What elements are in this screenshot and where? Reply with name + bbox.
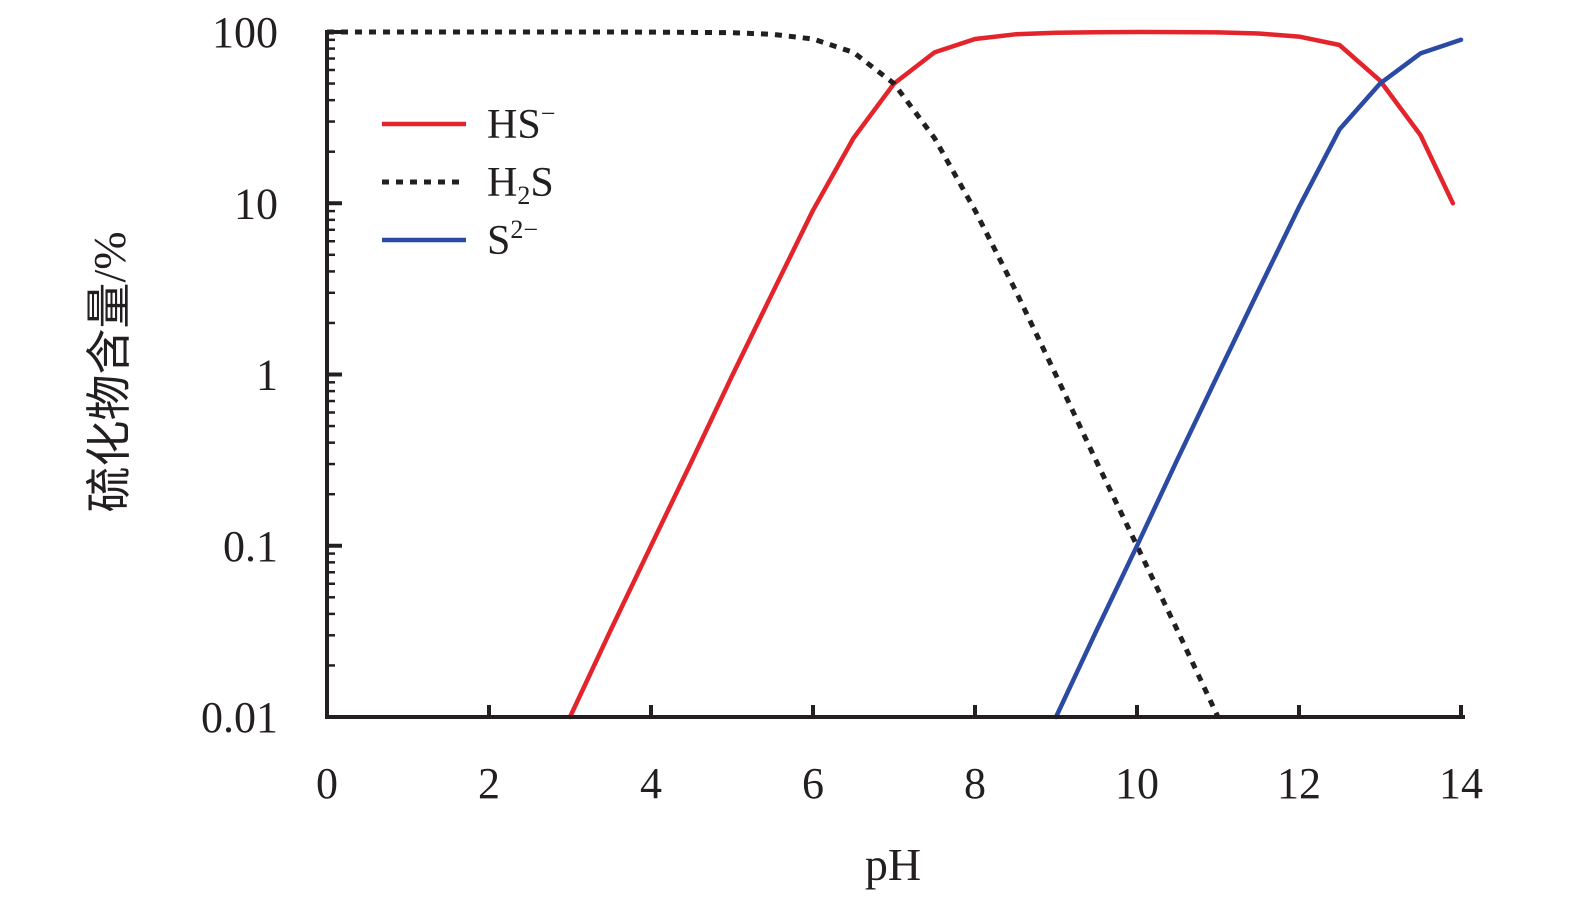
y-tick-label: 10: [234, 179, 278, 228]
x-tick-label: 4: [640, 759, 662, 808]
legend-label-superscript: −: [541, 99, 556, 128]
y-axis-ticks: 0.01 0.1 1 10 100: [201, 8, 342, 742]
legend-label-1: H2S: [487, 160, 554, 210]
y-axis-title: 硫化物含量/%: [84, 231, 135, 512]
y-tick-label: 0.1: [223, 522, 278, 571]
x-axis-title: pH: [865, 839, 921, 890]
series-line-0: [567, 29, 1456, 720]
x-tick-label: 12: [1277, 759, 1321, 808]
legend-label-subscript: 2: [517, 181, 530, 210]
legend-label-name: H: [487, 160, 517, 206]
x-tick-label: 0: [316, 759, 338, 808]
x-tick-label: 8: [964, 759, 986, 808]
series-line-2: [1053, 37, 1464, 720]
legend-label-0: HS−: [487, 99, 555, 148]
legend-label-name: S: [487, 218, 510, 264]
y-tick-label: 0.01: [201, 693, 278, 742]
x-tick-label: 2: [478, 759, 500, 808]
x-tick-label: 6: [802, 759, 824, 808]
x-tick-label: 14: [1439, 759, 1483, 808]
legend-label-2: S2−: [487, 215, 538, 264]
series-line-1: [327, 29, 1221, 719]
legend-label-superscript: 2−: [510, 215, 538, 244]
legend-label-tail: S: [530, 160, 553, 206]
y-tick-label: 100: [212, 8, 278, 57]
legend-label-name: HS: [487, 102, 541, 148]
x-axis-ticks: 0 2 4 6 8 10 12 14: [316, 705, 1483, 808]
series-layer: [327, 29, 1464, 720]
y-tick-label: 1: [256, 351, 278, 400]
x-tick-label: 10: [1115, 759, 1159, 808]
